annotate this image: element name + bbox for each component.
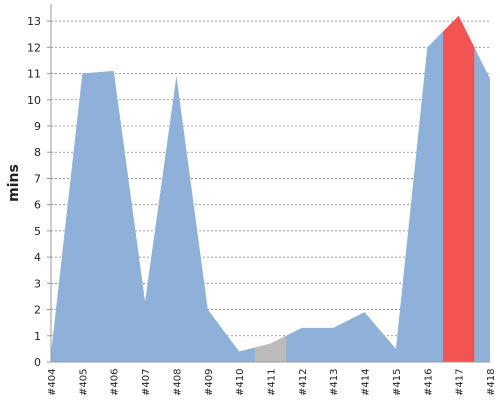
y-tick-label: 2 xyxy=(34,304,41,317)
y-tick-label: 11 xyxy=(27,68,41,81)
y-axis-label: mins xyxy=(6,164,22,202)
x-tick-label: #405 xyxy=(78,369,89,396)
y-tick-label: 6 xyxy=(34,199,41,212)
x-tick-label: #409 xyxy=(204,369,215,396)
x-tick-label: #414 xyxy=(361,369,372,396)
y-tick-label: 4 xyxy=(34,251,41,264)
y-tick-label: 1 xyxy=(34,330,41,343)
y-tick-label: 13 xyxy=(27,15,41,28)
area-fill xyxy=(51,15,490,362)
x-tick-label: #408 xyxy=(172,369,183,396)
x-tick-labels: #404 #405 #406 #407 #408 #409 #410 #411 #412 #413… xyxy=(47,369,497,396)
highlight-band-alert xyxy=(442,15,475,362)
x-tick-label: #407 xyxy=(141,369,152,396)
x-tick-label: #410 xyxy=(235,369,246,396)
y-tick-label: 5 xyxy=(34,225,41,238)
y-tick-label: 9 xyxy=(34,120,41,133)
x-tick-label: #418 xyxy=(486,369,497,396)
x-tick-label: #416 xyxy=(423,369,434,396)
y-tick-label: 12 xyxy=(27,41,41,54)
highlight-band-neutral xyxy=(254,335,287,362)
y-tick-label: 7 xyxy=(34,172,41,185)
y-tick-label: 3 xyxy=(34,277,41,290)
x-tick-label: #411 xyxy=(267,369,278,396)
x-tick-label: #415 xyxy=(392,369,403,396)
x-tick-label: #412 xyxy=(298,369,309,396)
axes xyxy=(47,4,490,363)
x-tick-label: #417 xyxy=(455,369,466,396)
area-series xyxy=(51,15,490,362)
y-tick-label: 0 xyxy=(34,356,41,369)
x-tick-label: #406 xyxy=(110,369,121,396)
x-tick-label: #404 xyxy=(47,369,58,396)
y-tick-label: 10 xyxy=(27,94,41,107)
x-tick-label: #413 xyxy=(329,369,340,396)
y-tick-label: 8 xyxy=(34,146,41,159)
